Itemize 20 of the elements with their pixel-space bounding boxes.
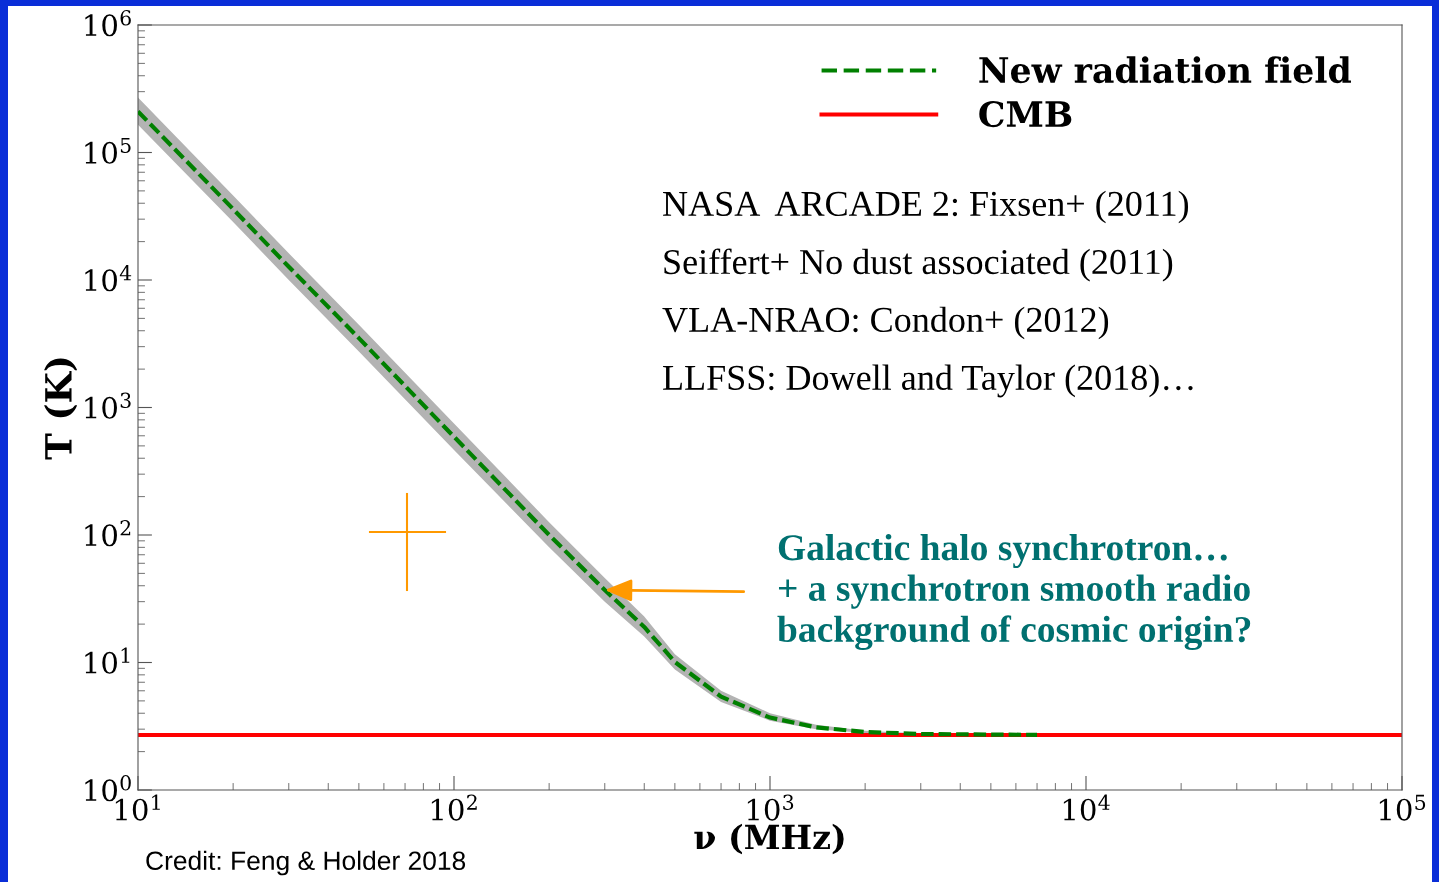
y-tick-label: 10$^{4}$ (85, 265, 132, 292)
annotation: Seiffert+ No dust associated (2011) (664, 248, 1173, 282)
x-axis-title: ν (MHz) (694, 823, 844, 855)
y-tick-label: 10$^{2}$ (85, 520, 131, 547)
annotation: VLA-NRAO: Condon+ (2012) (662, 306, 1109, 340)
legend-label: CMB (979, 100, 1072, 128)
annotation: NASA ARCADE 2: Fixsen+ (2011) (663, 190, 1189, 224)
y-tick-label: 10$^{5}$ (85, 137, 131, 164)
annotation: LLFSS: Dowell and Taylor (2018)… (663, 364, 1193, 398)
x-tick-label: 10$^{5}$ (1379, 794, 1426, 821)
x-tick-label: 10$^{4}$ (1063, 794, 1110, 821)
annotation: Galactic halo synchrotron… + a synchrotron smooth radio background of cosmic origin? (777, 533, 1251, 651)
text: Credit: Feng & Holder 2018 (146, 850, 466, 876)
legend-label: New radiation field (979, 56, 1351, 84)
x-tick-label: 10$^{3}$ (747, 794, 794, 821)
y-tick-label: 10$^{1}$ (85, 647, 130, 674)
x-tick-label: 10$^{2}$ (431, 794, 477, 821)
y-tick-label: 10$^{6}$ (85, 10, 131, 37)
y-tick-label: 10$^{3}$ (85, 392, 131, 419)
y-axis-title: T (K) (44, 358, 78, 460)
